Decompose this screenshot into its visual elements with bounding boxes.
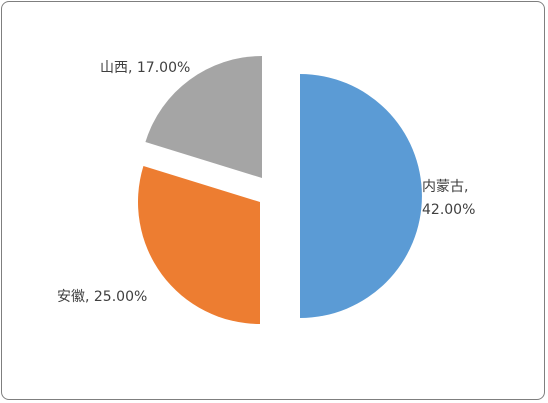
label-shanxi: 山西, 17.00%	[100, 60, 190, 76]
slice-neimenggu	[300, 74, 422, 318]
label-neimenggu-line2: 42.00%	[422, 202, 475, 218]
slice-shanxi	[145, 56, 262, 178]
slice-anhui	[138, 166, 260, 324]
label-neimenggu-line1: 内蒙古,	[422, 179, 468, 195]
label-anhui: 安徽, 25.00%	[57, 289, 147, 305]
